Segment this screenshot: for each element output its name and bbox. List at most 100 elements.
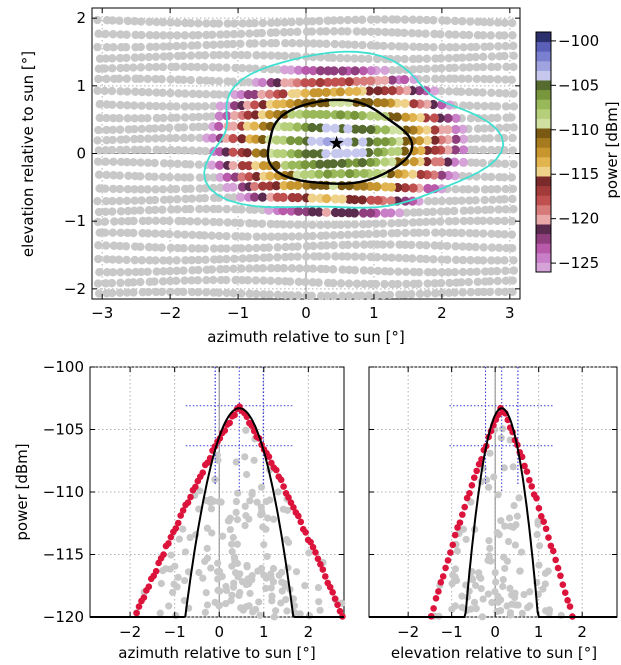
gray-point <box>186 51 196 60</box>
edge-point <box>566 603 574 610</box>
x-tick-label: 0 <box>214 623 224 641</box>
power-point <box>408 183 418 193</box>
power-point <box>357 195 367 205</box>
gray-point <box>409 65 418 74</box>
gray-point <box>243 50 252 60</box>
edge-point <box>326 583 334 591</box>
gray-point <box>465 101 474 110</box>
gray-point <box>491 568 499 577</box>
gray-point <box>422 54 432 63</box>
power-map-y-axis-label: elevation relative to sun [°] <box>19 51 37 257</box>
edge-point <box>552 556 559 564</box>
gray-point <box>308 264 318 273</box>
power-point <box>402 85 412 96</box>
gray-point <box>109 43 118 52</box>
gray-point <box>151 287 161 297</box>
power-point <box>244 172 254 182</box>
gray-point <box>200 62 209 72</box>
gray-point <box>237 244 246 253</box>
gray-point <box>260 541 268 549</box>
gray-point <box>108 268 118 277</box>
power-point <box>229 101 240 111</box>
power-point <box>215 101 225 111</box>
gray-point <box>166 18 175 27</box>
edge-point <box>468 482 476 489</box>
power-point <box>372 182 382 192</box>
gray-point <box>472 581 480 590</box>
gray-point <box>241 521 249 530</box>
gray-point <box>501 89 510 98</box>
fit-curve <box>90 407 344 618</box>
peak-star-marker <box>329 135 344 150</box>
colorbar-label: power [dBm] <box>603 101 621 198</box>
gray-point <box>194 160 204 169</box>
gray-point <box>394 218 403 228</box>
gray-point <box>379 229 388 238</box>
power-point <box>357 158 367 168</box>
gray-point <box>241 453 249 461</box>
gray-point <box>479 74 489 84</box>
gray-point <box>254 567 262 575</box>
edge-point <box>179 507 187 514</box>
power-point <box>365 111 376 121</box>
power-map-contours <box>203 50 505 209</box>
power-point <box>330 123 340 133</box>
x-tick-label: 0 <box>301 304 311 322</box>
gray-point <box>343 220 353 229</box>
power-point <box>443 157 453 167</box>
power-point <box>430 125 440 135</box>
gray-point <box>175 535 183 543</box>
gray-point <box>451 43 461 52</box>
gray-point <box>415 218 424 227</box>
gray-point <box>109 113 118 123</box>
colorbar-cell <box>536 137 551 148</box>
power-point <box>366 208 376 218</box>
power-point <box>323 169 333 179</box>
gray-point <box>100 217 110 226</box>
edge-point <box>336 607 344 615</box>
gray-point <box>491 587 499 596</box>
gray-point <box>487 243 497 252</box>
gray-point <box>453 547 461 555</box>
edge-point <box>152 567 160 575</box>
gray-point <box>307 291 316 300</box>
x-tick-label: −3 <box>91 304 113 322</box>
gray-point <box>493 185 502 194</box>
gray-point <box>471 42 481 52</box>
gray-point <box>421 254 431 264</box>
gray-point <box>242 426 250 434</box>
gray-point <box>500 230 509 239</box>
gray-point <box>400 15 410 24</box>
gray-point <box>494 88 504 98</box>
gray-point <box>509 62 518 72</box>
gray-point <box>321 264 331 274</box>
gray-point <box>230 205 240 214</box>
power-point <box>336 110 346 120</box>
gray-point <box>487 52 497 61</box>
gray-point <box>305 612 314 620</box>
gray-point <box>165 42 174 51</box>
power-point <box>315 159 325 169</box>
x-tick-label: 1 <box>369 304 379 322</box>
gray-point <box>444 268 453 277</box>
gray-point <box>107 86 117 96</box>
gray-point <box>231 232 240 241</box>
power-point <box>286 180 296 191</box>
gray-point <box>493 276 502 286</box>
gray-point <box>407 240 416 250</box>
gray-point <box>472 63 481 72</box>
gray-point <box>193 102 203 111</box>
power-point <box>387 136 397 147</box>
gray-point <box>152 145 161 155</box>
gray-point <box>214 193 224 202</box>
gray-point <box>179 244 188 253</box>
gray-point <box>202 30 211 40</box>
power-point <box>351 148 361 158</box>
gray-point <box>136 206 145 215</box>
gray-point <box>229 264 238 274</box>
power-point <box>215 160 225 170</box>
edge-point <box>295 512 302 520</box>
gray-point <box>137 53 146 62</box>
power-point <box>451 124 461 135</box>
gray-point <box>151 62 161 72</box>
